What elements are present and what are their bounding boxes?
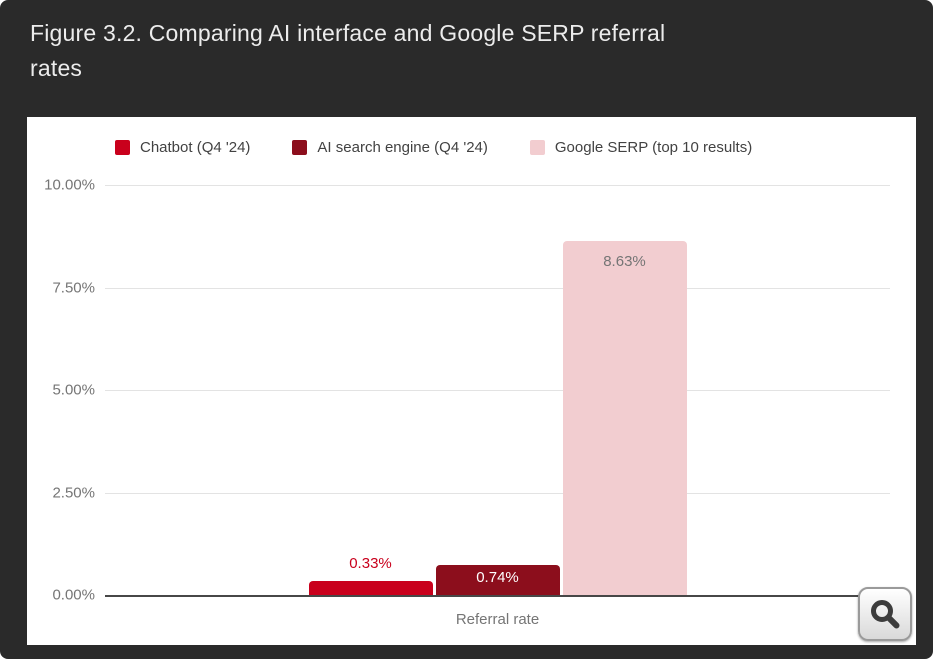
plot-area: Referral rate 10.00% 7.50% 5.00% 2.50% 0.00%… <box>44 177 890 628</box>
y-gridline <box>105 390 890 391</box>
legend-swatch <box>115 140 130 155</box>
y-gridline <box>105 185 890 186</box>
chart-panel: Chatbot (Q4 '24) AI search engine (Q4 '24… <box>27 117 916 645</box>
legend-item-chatbot-q4-24[interactable]: Chatbot (Q4 '24) <box>115 139 250 156</box>
bar-google-serp-top-10-results[interactable] <box>562 241 687 595</box>
bar-value-label: 8.63% <box>603 253 646 271</box>
bar-value-label: 0.33% <box>349 555 392 573</box>
y-tick-label: 2.50% <box>52 484 95 501</box>
y-gridline <box>105 492 890 494</box>
figure-title: Figure 3.2. Comparing AI interface and G… <box>30 20 666 81</box>
zoom-chart-button[interactable] <box>858 587 912 641</box>
y-gridline <box>105 287 890 289</box>
x-axis-line <box>105 595 890 597</box>
legend-item-google-serp-top-10-results[interactable]: Google SERP (top 10 results) <box>529 139 753 156</box>
bar-ai-search-engine-q4-24[interactable] <box>435 564 560 595</box>
y-tick-label: 5.00% <box>52 381 95 399</box>
y-tick-label: 7.50% <box>52 279 95 296</box>
magnifier-icon <box>868 597 902 631</box>
y-tick-label: 10.00% <box>44 176 95 194</box>
legend-label: Google SERP (top 10 results) <box>554 139 753 156</box>
bar-chatbot-q4-24[interactable] <box>308 581 433 595</box>
legend-label: Chatbot (Q4 '24) <box>140 139 251 156</box>
legend-label: AI search engine (Q4 '24) <box>317 139 488 156</box>
legend-swatch <box>292 140 308 155</box>
bar-value-label: 0.74% <box>476 568 519 586</box>
y-tick-label: 0.00% <box>52 586 95 604</box>
chart-legend: Chatbot (Q4 '24) AI search engine (Q4 '24… <box>115 139 752 156</box>
legend-item-ai-search-engine-q4-24[interactable]: AI search engine (Q4 '24) <box>292 139 488 156</box>
legend-swatch <box>529 140 545 155</box>
x-axis-label: Referral rate <box>455 611 540 628</box>
